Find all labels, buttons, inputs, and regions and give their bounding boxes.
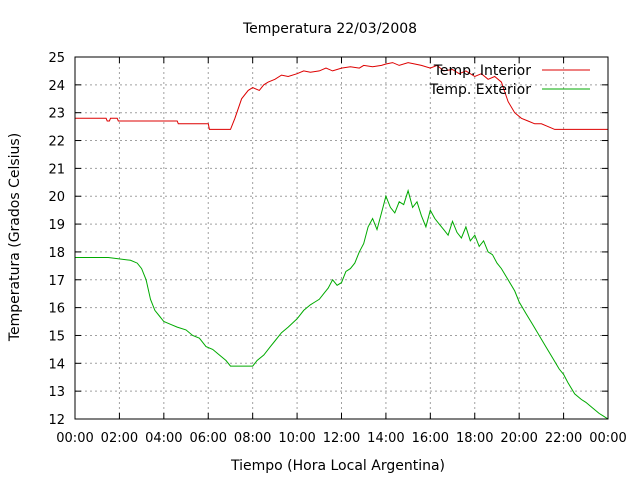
y-tick-label: 20 [48,190,65,205]
y-tick-label: 22 [48,135,65,150]
y-tick-label: 24 [48,79,65,94]
y-tick-label: 17 [48,274,65,289]
y-tick-label: 19 [48,218,65,233]
y-tick-label: 15 [48,329,65,344]
legend: Temp. Interior Temp. Exterior [429,63,590,98]
y-tick-label: 21 [48,162,65,177]
x-tick-label: 00:00 [56,431,93,446]
y-tick-label: 12 [48,413,65,428]
chart-title: Temperatura 22/03/2008 [242,21,417,37]
x-axis-title: Tiempo (Hora Local Argentina) [230,458,445,474]
legend-label-exterior: Temp. Exterior [429,82,532,98]
series-line-interior [75,62,608,130]
x-tick-label: 22:00 [545,431,582,446]
x-tick-label: 18:00 [456,431,493,446]
axis-ticks: 00:00 02:00 04:00 06:00 08:00 10:00 12:00 14:00… [48,51,626,446]
y-tick-label: 25 [48,51,65,66]
x-tick-label: 06:00 [190,431,227,446]
x-tick-label: 20:00 [500,431,537,446]
y-tick-label: 16 [48,302,65,317]
y-tick-label: 13 [48,385,65,400]
x-tick-label: 10:00 [278,431,315,446]
x-tick-label: 02:00 [101,431,138,446]
x-tick-label: 14:00 [367,431,404,446]
series-line-exterior [75,188,609,420]
legend-label-interior: Temp. Interior [433,63,532,79]
x-tick-label: 00:00 [589,431,626,446]
series-lines [75,62,609,420]
y-tick-label: 18 [48,246,65,261]
x-tick-label: 04:00 [145,431,182,446]
x-tick-label: 16:00 [412,431,449,446]
grid [75,57,608,419]
y-tick-label: 14 [48,357,65,372]
x-tick-label: 08:00 [234,431,271,446]
y-axis-title: Temperatura (Grados Celsius) [7,133,23,342]
y-tick-label: 23 [48,107,65,122]
x-tick-label: 12:00 [323,431,360,446]
